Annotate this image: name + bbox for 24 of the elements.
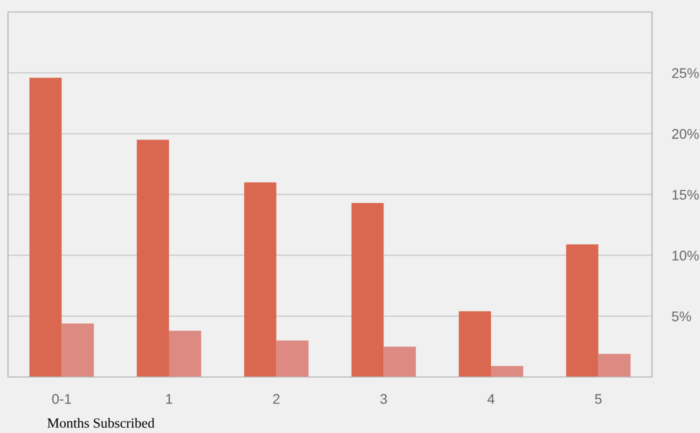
bar	[276, 340, 309, 377]
bar	[598, 354, 631, 377]
bar	[244, 182, 276, 377]
x-tick-label: 2	[273, 394, 280, 404]
bar	[351, 203, 384, 377]
bar	[384, 346, 416, 377]
bar	[62, 323, 94, 377]
x-tick-label: 1	[166, 394, 172, 404]
y-tick-label: 20%	[672, 129, 699, 139]
x-tick-label: 5	[595, 394, 602, 404]
bar	[458, 311, 491, 377]
y-tick-label: 5%	[672, 312, 692, 322]
y-tick-label: 25%	[672, 68, 699, 78]
bar	[136, 140, 169, 377]
bar	[29, 78, 62, 377]
x-tick-label: 4	[487, 394, 494, 404]
bar	[169, 330, 202, 377]
x-tick-label: 3	[380, 394, 387, 404]
bar	[491, 366, 524, 377]
x-tick-label: 0-1	[52, 394, 72, 404]
y-tick-label: 10%	[672, 250, 699, 261]
bar	[566, 244, 598, 377]
x-axis-title: Months Subscribed	[47, 418, 154, 428]
y-tick-label: 15%	[672, 190, 699, 200]
